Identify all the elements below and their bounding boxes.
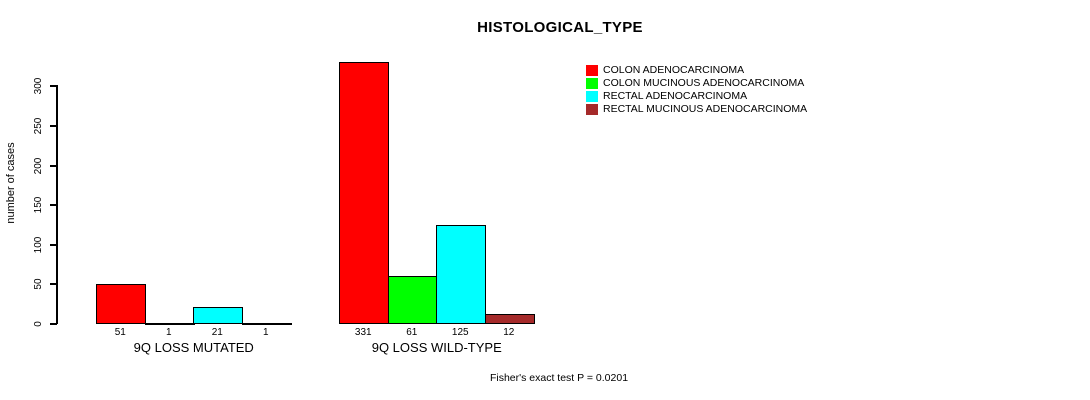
y-tick-label: 200 [33, 157, 44, 175]
bar [241, 323, 292, 325]
legend-label: COLON ADENOCARCINOMA [603, 64, 745, 76]
legend-row: RECTAL MUCINOUS ADENOCARCINOMA [586, 103, 807, 116]
legend-swatch-icon [586, 78, 598, 89]
y-tick-label: 50 [33, 278, 44, 290]
bar-value-label: 61 [406, 327, 418, 338]
bar-value-label: 21 [211, 327, 223, 338]
y-tick-mark [50, 323, 57, 325]
y-tick-mark [50, 244, 57, 246]
bar [484, 314, 535, 324]
y-tick-mark [50, 85, 57, 87]
legend-label: COLON MUCINOUS ADENOCARCINOMA [603, 77, 805, 89]
legend-label: RECTAL MUCINOUS ADENOCARCINOMA [603, 103, 808, 115]
bar-value-label: 125 [451, 327, 469, 338]
y-tick-mark [50, 283, 57, 285]
bar [339, 62, 389, 324]
bar [96, 284, 146, 324]
legend-row: COLON ADENOCARCINOMA [586, 64, 807, 77]
chart-title: HISTOLOGICAL_TYPE [477, 19, 643, 36]
y-axis-title: number of cases [5, 142, 17, 224]
legend: COLON ADENOCARCINOMA COLON MUCINOUS ADENO… [586, 64, 807, 116]
y-tick-label: 0 [33, 321, 44, 327]
bar-value-label: 12 [503, 327, 515, 338]
bar [144, 323, 195, 325]
y-tick-label: 100 [33, 236, 44, 254]
bar [193, 307, 243, 324]
footer-annotation: Fisher's exact test P = 0.0201 [489, 372, 629, 384]
bar-value-label: 331 [354, 327, 372, 338]
legend-label: RECTAL ADENOCARCINOMA [603, 90, 748, 102]
y-tick-mark [50, 165, 57, 167]
bar [436, 225, 486, 324]
y-tick-mark [50, 125, 57, 127]
y-tick-label: 300 [33, 77, 44, 95]
legend-swatch-icon [586, 104, 598, 115]
bar-value-label: 51 [114, 327, 126, 338]
bar-value-label: 1 [262, 327, 269, 338]
legend-row: COLON MUCINOUS ADENOCARCINOMA [586, 77, 807, 90]
legend-row: RECTAL ADENOCARCINOMA [586, 90, 807, 103]
y-tick-label: 250 [33, 117, 44, 135]
y-tick-mark [50, 204, 57, 206]
legend-swatch-icon [586, 91, 598, 102]
group-label: 9Q LOSS WILD-TYPE [371, 340, 502, 355]
bar-value-label: 1 [165, 327, 172, 338]
group-label: 9Q LOSS MUTATED [133, 340, 254, 355]
legend-swatch-icon [586, 65, 598, 76]
bar [387, 276, 438, 324]
y-axis-line [56, 85, 58, 324]
y-tick-label: 150 [33, 196, 44, 214]
